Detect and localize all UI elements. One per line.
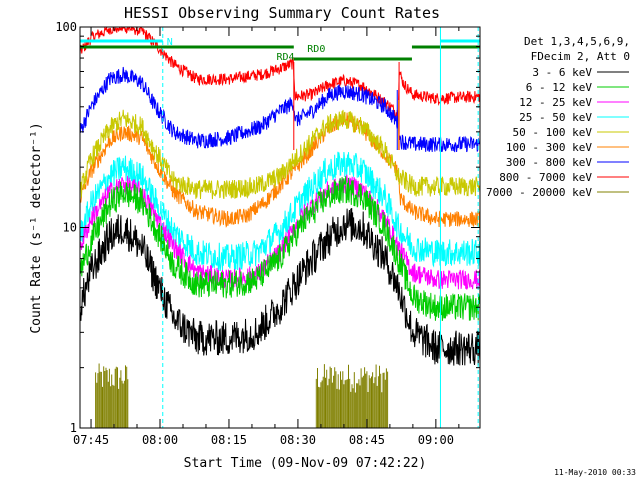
- series-line-1: [79, 176, 481, 321]
- y-tick-label-2: 100: [55, 20, 77, 34]
- y-tick-label-1: 10: [63, 221, 77, 235]
- legend-label-6: 300 - 800 keV: [506, 156, 592, 169]
- series-line-6: [79, 66, 481, 153]
- legend-label-4: 50 - 100 keV: [513, 126, 593, 139]
- legend: Det 1,3,4,5,6,9, FDecim 2, Att 0 3 - 6 k…: [486, 35, 630, 199]
- legend-header-line-1: Det 1,3,4,5,6,9,: [524, 35, 630, 48]
- burst-cluster-1: [315, 364, 389, 428]
- series-line-4: [79, 109, 481, 200]
- plot-frame: [79, 26, 481, 429]
- x-axis-label: Start Time (09-Nov-09 07:42:22): [184, 456, 427, 471]
- legend-label-3: 25 - 50 keV: [519, 111, 592, 124]
- series-line-0: [79, 207, 481, 366]
- y-tick-label-0: 1: [70, 421, 77, 435]
- x-tick-label-2: 08:15: [211, 433, 247, 447]
- series-layer: [79, 26, 481, 428]
- night-label: N: [167, 37, 173, 48]
- legend-label-7: 800 - 7000 keV: [499, 171, 592, 184]
- series-bursts-8: [95, 363, 389, 428]
- legend-label-0: 3 - 6 keV: [532, 66, 592, 79]
- series-line-3: [79, 151, 481, 273]
- x-tick-label-0: 07:45: [73, 433, 109, 447]
- annotation-layer: RD4 RD0 N: [79, 27, 480, 428]
- legend-label-5: 100 - 300 keV: [506, 141, 592, 154]
- legend-label-2: 12 - 25 keV: [519, 96, 592, 109]
- plot-timestamp: 11-May-2010 00:33: [554, 468, 636, 477]
- x-tick-label-5: 09:00: [418, 433, 454, 447]
- legend-header-line-2: FDecim 2, Att 0: [531, 50, 630, 63]
- x-tick-label-4: 08:45: [349, 433, 385, 447]
- series-line-7: [79, 26, 481, 121]
- x-tick-label-3: 08:30: [280, 433, 316, 447]
- legend-label-1: 6 - 12 keV: [526, 81, 593, 94]
- attenuator-label-rd0: RD0: [307, 44, 325, 55]
- x-tick-label-1: 08:00: [142, 433, 178, 447]
- chart-title: HESSI Observing Summary Count Rates: [124, 4, 440, 22]
- legend-label-8: 7000 - 20000 keV: [486, 186, 592, 199]
- y-axis-label: Count Rate (s⁻¹ detector⁻¹): [29, 122, 44, 333]
- burst-cluster-0: [95, 363, 129, 428]
- axis-layer: 07:45 08:00 08:15 08:30 08:45 09:00 1 10 100: [55, 20, 480, 447]
- attenuator-label-rd4: RD4: [276, 52, 294, 63]
- series-line-5: [79, 111, 481, 228]
